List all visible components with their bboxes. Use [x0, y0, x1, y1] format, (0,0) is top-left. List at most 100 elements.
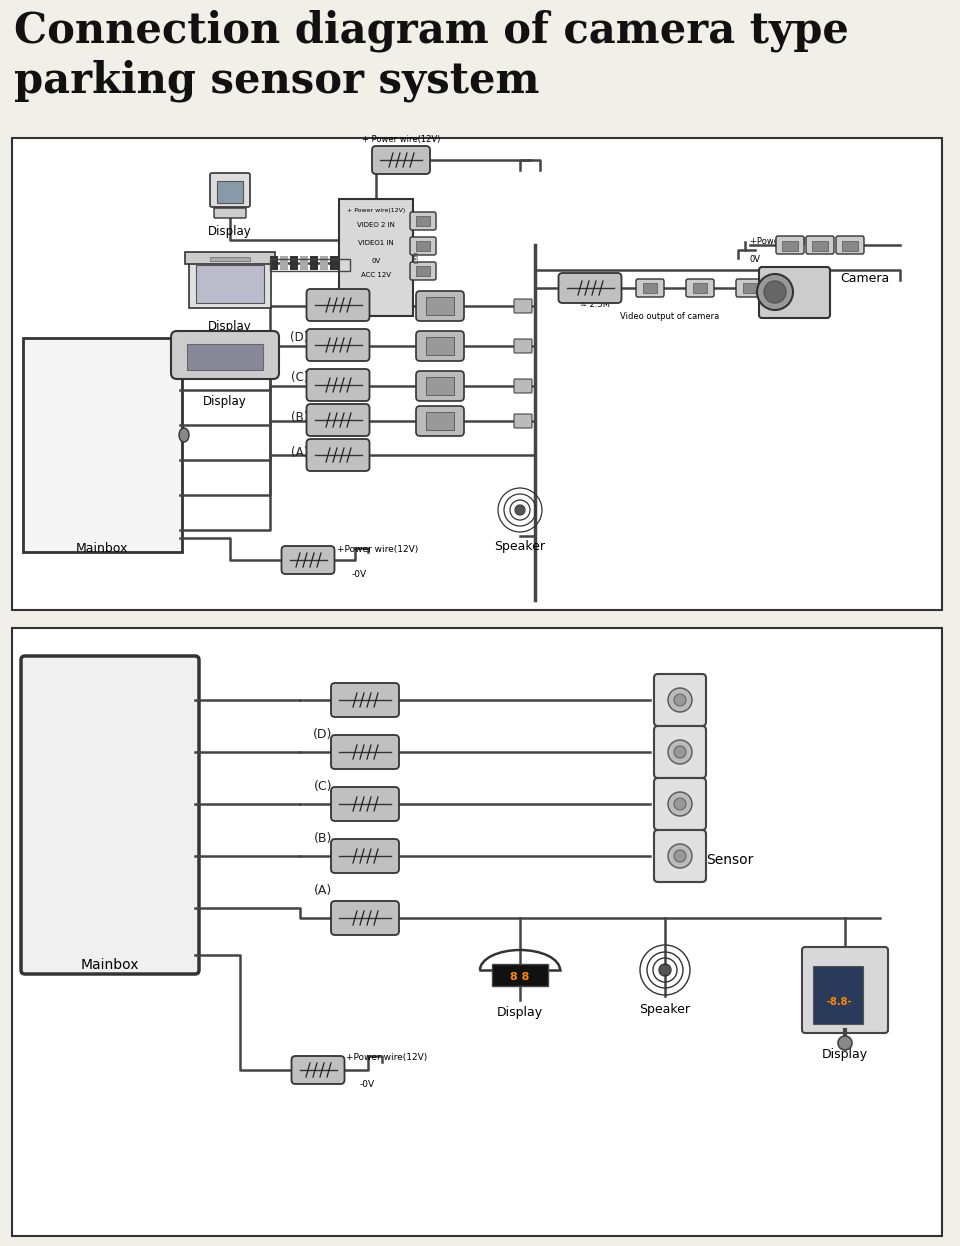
Text: Display: Display	[497, 1006, 543, 1019]
Text: 1.8M: 1.8M	[414, 250, 419, 264]
Bar	[210, 257, 250, 260]
FancyBboxPatch shape	[736, 279, 764, 297]
Text: Connection diagram of camera type: Connection diagram of camera type	[14, 10, 849, 52]
Text: Sensor: Sensor	[706, 854, 754, 867]
FancyBboxPatch shape	[836, 235, 864, 254]
Bar	[426, 336, 454, 355]
Circle shape	[660, 964, 670, 976]
Bar	[187, 344, 263, 370]
Bar	[416, 240, 430, 250]
Text: -8.8-: -8.8-	[827, 997, 852, 1007]
FancyBboxPatch shape	[759, 267, 830, 318]
Text: Mainbox: Mainbox	[81, 958, 139, 972]
Bar	[693, 283, 707, 293]
FancyBboxPatch shape	[21, 655, 199, 974]
Text: +Power wire(12V): +Power wire(12V)	[346, 1053, 427, 1062]
FancyBboxPatch shape	[806, 235, 834, 254]
FancyBboxPatch shape	[185, 252, 275, 264]
FancyBboxPatch shape	[281, 546, 334, 574]
Text: Display: Display	[208, 320, 252, 333]
FancyBboxPatch shape	[189, 258, 271, 308]
Text: -0V: -0V	[360, 1080, 375, 1089]
Bar	[743, 283, 757, 293]
Bar	[416, 216, 430, 226]
Text: +Power wire(12V): +Power wire(12V)	[337, 545, 419, 554]
Text: ACC 12V: ACC 12V	[361, 272, 391, 278]
Bar	[290, 255, 298, 270]
Text: -0V: -0V	[352, 569, 367, 579]
FancyBboxPatch shape	[416, 331, 464, 361]
Bar	[340, 255, 348, 270]
FancyBboxPatch shape	[306, 369, 370, 401]
Text: 0V: 0V	[372, 258, 380, 264]
Bar	[643, 283, 657, 293]
Circle shape	[516, 506, 524, 515]
Text: Video output of camera: Video output of camera	[620, 312, 719, 321]
Text: 8 8: 8 8	[511, 972, 530, 982]
Bar	[492, 964, 548, 986]
Bar	[196, 265, 264, 303]
Circle shape	[668, 792, 692, 816]
Text: + Power wire(12V): + Power wire(12V)	[362, 135, 441, 145]
Text: (B): (B)	[291, 411, 308, 424]
Bar	[782, 240, 798, 250]
Text: + Power wire(12V): + Power wire(12V)	[347, 208, 405, 213]
Text: (D): (D)	[313, 728, 332, 741]
Text: +Power wire(12V): +Power wire(12V)	[750, 237, 826, 245]
Text: parking sensor system: parking sensor system	[14, 60, 540, 102]
Ellipse shape	[179, 427, 189, 442]
Bar	[280, 255, 288, 270]
Text: (B): (B)	[314, 832, 332, 845]
Text: (A): (A)	[314, 883, 332, 897]
Circle shape	[674, 850, 686, 862]
Text: (C): (C)	[291, 371, 308, 384]
Bar	[320, 255, 328, 270]
FancyBboxPatch shape	[306, 404, 370, 436]
FancyBboxPatch shape	[802, 947, 888, 1033]
FancyBboxPatch shape	[636, 279, 664, 297]
FancyBboxPatch shape	[214, 208, 246, 218]
FancyBboxPatch shape	[23, 338, 182, 552]
FancyBboxPatch shape	[654, 726, 706, 778]
Bar	[426, 412, 454, 430]
Circle shape	[674, 797, 686, 810]
Bar	[330, 255, 338, 270]
Text: Speaker: Speaker	[639, 1003, 690, 1015]
FancyBboxPatch shape	[331, 839, 399, 873]
FancyBboxPatch shape	[416, 406, 464, 436]
Bar	[270, 259, 350, 270]
Bar	[270, 255, 278, 270]
Bar	[12, 628, 942, 1236]
Bar	[300, 255, 308, 270]
Text: ≈ 2.5M: ≈ 2.5M	[580, 300, 610, 309]
FancyBboxPatch shape	[686, 279, 714, 297]
Text: (D): (D)	[290, 331, 308, 344]
FancyBboxPatch shape	[410, 237, 436, 255]
FancyBboxPatch shape	[654, 830, 706, 882]
FancyBboxPatch shape	[372, 146, 430, 174]
FancyBboxPatch shape	[410, 262, 436, 280]
FancyBboxPatch shape	[416, 292, 464, 321]
Bar	[426, 378, 454, 395]
FancyBboxPatch shape	[171, 331, 279, 379]
FancyBboxPatch shape	[559, 273, 621, 303]
FancyBboxPatch shape	[331, 787, 399, 821]
Circle shape	[674, 694, 686, 706]
FancyBboxPatch shape	[410, 212, 436, 231]
Circle shape	[668, 688, 692, 711]
Bar	[217, 181, 243, 203]
Circle shape	[674, 746, 686, 758]
Text: VIDEO1 IN: VIDEO1 IN	[358, 240, 394, 245]
Circle shape	[838, 1035, 852, 1050]
Text: Speaker: Speaker	[494, 540, 545, 553]
FancyBboxPatch shape	[331, 735, 399, 769]
FancyBboxPatch shape	[416, 371, 464, 401]
FancyBboxPatch shape	[514, 414, 532, 427]
FancyBboxPatch shape	[514, 339, 532, 353]
FancyBboxPatch shape	[776, 235, 804, 254]
Bar	[310, 255, 318, 270]
Circle shape	[764, 282, 786, 303]
Text: Mainbox: Mainbox	[76, 542, 129, 554]
Circle shape	[668, 740, 692, 764]
Bar	[842, 240, 858, 250]
